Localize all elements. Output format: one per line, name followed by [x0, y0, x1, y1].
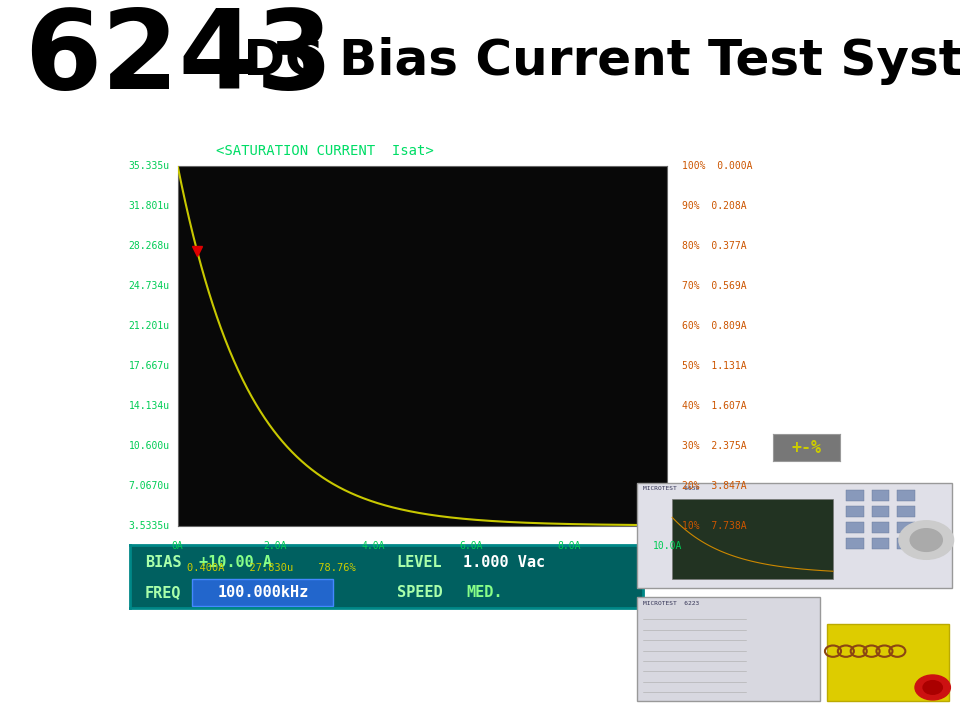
Text: 1.000 Vac: 1.000 Vac — [464, 554, 545, 570]
Bar — [672, 499, 833, 579]
Text: LEVEL: LEVEL — [396, 554, 443, 570]
Text: DC Bias Current Test System: DC Bias Current Test System — [226, 37, 960, 85]
Text: 2.0A: 2.0A — [264, 541, 287, 552]
Text: 7.0670u: 7.0670u — [129, 481, 170, 490]
Text: 10.600u: 10.600u — [129, 441, 170, 451]
Circle shape — [910, 528, 943, 552]
Bar — [872, 490, 889, 501]
Bar — [846, 490, 864, 501]
Text: 14.134u: 14.134u — [129, 400, 170, 410]
Text: <SATURATION CURRENT  Isat>: <SATURATION CURRENT Isat> — [216, 143, 434, 158]
Text: +10.00 A: +10.00 A — [199, 554, 272, 570]
Text: 90%  0.208A: 90% 0.208A — [682, 201, 746, 210]
Circle shape — [899, 521, 953, 559]
Circle shape — [924, 680, 943, 694]
Text: SPEED: SPEED — [396, 585, 443, 600]
Text: 6.0A: 6.0A — [460, 541, 483, 552]
Text: 3.5335u: 3.5335u — [129, 521, 170, 531]
Text: 70%  0.569A: 70% 0.569A — [682, 281, 746, 291]
Text: 30%  2.375A: 30% 2.375A — [682, 441, 746, 451]
Bar — [846, 506, 864, 518]
Bar — [872, 506, 889, 518]
Text: 0A: 0A — [172, 541, 183, 552]
Text: BIAS: BIAS — [145, 554, 181, 570]
Text: 35.335u: 35.335u — [129, 161, 170, 171]
Text: 6243: 6243 — [24, 5, 333, 112]
Text: 0.400A    27.830u    78.76%: 0.400A 27.830u 78.76% — [187, 563, 356, 573]
Text: MICROTEST  6223: MICROTEST 6223 — [643, 601, 700, 606]
Bar — [898, 506, 915, 518]
Bar — [898, 522, 915, 534]
Text: 10.0A: 10.0A — [653, 541, 682, 552]
Text: 60%  0.809A: 60% 0.809A — [682, 320, 746, 330]
Text: 8.0A: 8.0A — [558, 541, 581, 552]
Text: 100.000kHz: 100.000kHz — [218, 585, 309, 600]
Text: 24.734u: 24.734u — [129, 281, 170, 291]
Text: MED.: MED. — [466, 585, 502, 600]
Text: 40%  1.607A: 40% 1.607A — [682, 400, 746, 410]
Bar — [846, 522, 864, 534]
Text: +-%: +-% — [791, 438, 822, 456]
Bar — [872, 538, 889, 549]
Text: 20%  3.847A: 20% 3.847A — [682, 481, 746, 490]
Bar — [846, 538, 864, 549]
FancyBboxPatch shape — [636, 597, 820, 701]
Text: 50%  1.131A: 50% 1.131A — [682, 361, 746, 371]
Text: 31.801u: 31.801u — [129, 201, 170, 211]
Text: 100%  0.000A: 100% 0.000A — [682, 161, 752, 171]
Bar — [898, 490, 915, 501]
Text: FREQ: FREQ — [145, 585, 181, 600]
Bar — [872, 522, 889, 534]
Text: 10%  7.738A: 10% 7.738A — [682, 521, 746, 531]
Text: MICROTEST  6650: MICROTEST 6650 — [643, 485, 700, 490]
FancyBboxPatch shape — [827, 624, 948, 701]
Text: 4.0A: 4.0A — [362, 541, 385, 552]
Text: 21.201u: 21.201u — [129, 320, 170, 330]
FancyBboxPatch shape — [636, 483, 952, 588]
Text: 80%  0.377A: 80% 0.377A — [682, 240, 746, 251]
Bar — [898, 538, 915, 549]
Text: 17.667u: 17.667u — [129, 361, 170, 371]
Circle shape — [915, 675, 950, 700]
FancyBboxPatch shape — [192, 580, 333, 606]
Text: 28.268u: 28.268u — [129, 240, 170, 251]
